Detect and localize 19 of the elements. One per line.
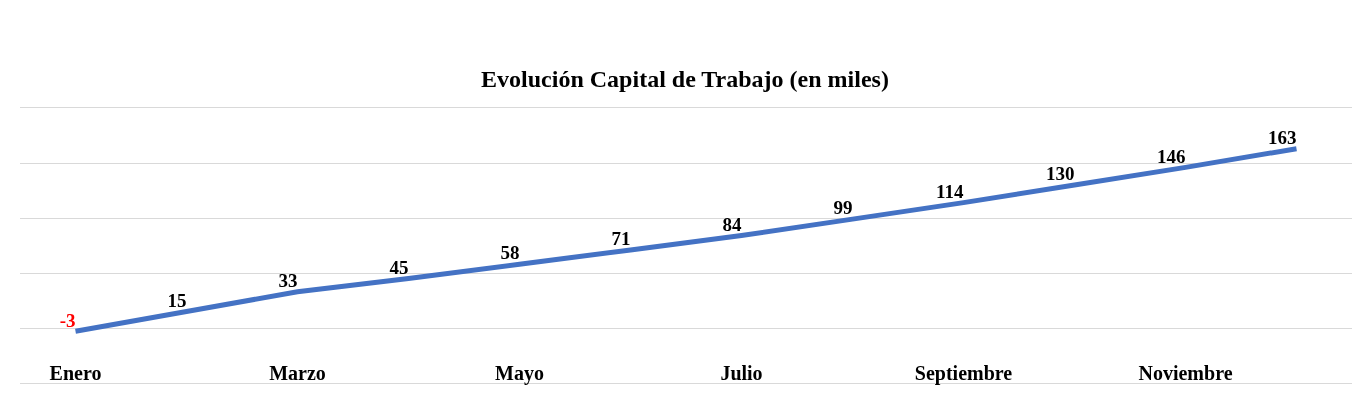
x-tick-label: Mayo	[495, 361, 544, 385]
data-label: 114	[936, 180, 964, 202]
x-tick-label: Julio	[720, 361, 763, 384]
x-tick-label: Noviembre	[1138, 361, 1233, 384]
data-label: 33	[278, 269, 298, 291]
data-label: 146	[1157, 145, 1186, 167]
x-tick-label: Marzo	[269, 361, 326, 384]
data-label: 84	[722, 213, 742, 235]
chart-title: Evolución Capital de Trabajo (en miles)	[481, 65, 889, 92]
data-label: 45	[389, 256, 409, 278]
data-label: 99	[833, 197, 853, 219]
data-label: 163	[1268, 126, 1297, 148]
data-label: 130	[1046, 163, 1075, 185]
data-label: -3	[59, 309, 76, 331]
data-label: 71	[611, 228, 631, 250]
x-tick-label: Septiembre	[914, 361, 1013, 385]
data-label: 58	[500, 242, 520, 264]
x-tick-label: Enero	[49, 361, 102, 384]
data-label: 15	[167, 289, 187, 311]
